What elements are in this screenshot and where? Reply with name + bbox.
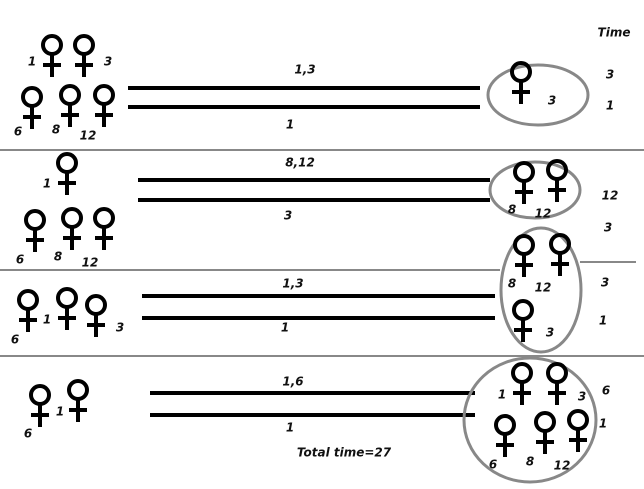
person-label: 8	[526, 455, 534, 469]
person-head	[56, 287, 78, 309]
forward-label: 8,12	[285, 156, 315, 170]
person-label: 1	[43, 313, 51, 327]
person-label: 3	[548, 94, 556, 108]
person-head	[512, 299, 534, 321]
person-head	[513, 234, 535, 256]
person-label: 6	[24, 427, 32, 441]
person-head	[56, 152, 78, 174]
person-label: 12	[535, 207, 552, 221]
person-label: 12	[80, 129, 97, 143]
person-head	[567, 409, 589, 431]
forward-label: 1,6	[282, 375, 303, 389]
time-value: 12	[602, 189, 619, 203]
back-label: 3	[284, 209, 292, 223]
person-head	[494, 414, 516, 436]
time-header: Time	[598, 26, 631, 40]
person-label: 8	[54, 250, 62, 264]
person-head	[24, 209, 46, 231]
time-value: 1	[599, 314, 607, 328]
time-value: 3	[606, 68, 614, 82]
person-label: 12	[535, 281, 552, 295]
person-label: 8	[508, 277, 516, 291]
time-value: 1	[606, 99, 614, 113]
back-label: 1	[281, 321, 289, 335]
person-label: 3	[116, 321, 124, 335]
person-label: 6	[16, 253, 24, 267]
person-head	[511, 362, 533, 384]
person-head	[513, 161, 535, 183]
time-value: 6	[602, 384, 610, 398]
person-label: 12	[554, 459, 571, 473]
far-side	[486, 63, 590, 127]
person-label: 1	[28, 55, 36, 69]
far-side	[462, 356, 598, 484]
person-label: 1	[498, 388, 506, 402]
person-label: 8	[508, 203, 516, 217]
person-head	[534, 411, 556, 433]
forward-label: 1,3	[294, 63, 315, 77]
person-label: 6	[11, 333, 19, 347]
person-head	[546, 159, 568, 181]
person-head	[93, 207, 115, 229]
person-head	[59, 84, 81, 106]
time-value: 1	[599, 417, 607, 431]
total-time: Total time=27	[297, 446, 392, 460]
back-label: 1	[286, 118, 294, 132]
person-label: 8	[52, 123, 60, 137]
person-head	[85, 294, 107, 316]
person-label: 1	[43, 177, 51, 191]
person-label: 3	[578, 390, 586, 404]
person-head	[29, 384, 51, 406]
person-head	[546, 362, 568, 384]
back-label: 1	[286, 421, 294, 435]
far-side	[499, 226, 583, 354]
person-label: 1	[56, 405, 64, 419]
person-head	[41, 34, 63, 56]
person-label: 3	[104, 55, 112, 69]
person-label: 6	[489, 458, 497, 472]
person-head	[17, 289, 39, 311]
far-side	[488, 160, 582, 220]
person-label: 3	[546, 326, 554, 340]
time-value: 3	[601, 276, 609, 290]
person-head	[21, 86, 43, 108]
person-head	[93, 84, 115, 106]
person-label: 12	[82, 256, 99, 270]
person-head	[73, 34, 95, 56]
person-head	[61, 207, 83, 229]
person-label: 6	[14, 125, 22, 139]
forward-label: 1,3	[282, 277, 303, 291]
person-head	[67, 379, 89, 401]
time-value: 3	[604, 221, 612, 235]
